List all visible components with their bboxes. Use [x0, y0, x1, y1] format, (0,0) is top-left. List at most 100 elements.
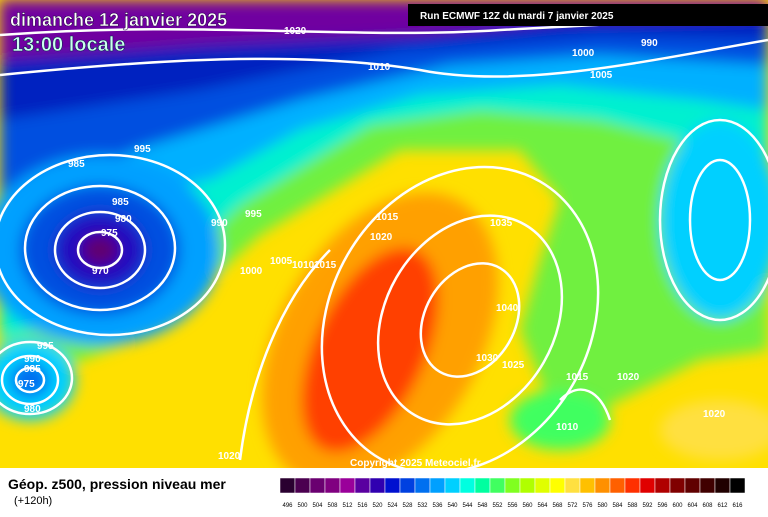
isobar-label: 1020: [218, 451, 241, 462]
isobar-label: 1025: [502, 360, 525, 371]
scale-swatch: [444, 477, 461, 494]
scale-swatch: [519, 477, 536, 494]
isobar-label: 1015: [566, 372, 589, 383]
isobar-label: 1000: [572, 48, 595, 59]
scale-label: 532: [417, 503, 428, 509]
isobar-label: 985: [68, 159, 85, 170]
isobar-label: 980: [115, 214, 132, 225]
scale-label: 592: [642, 503, 653, 509]
isobar-label: 1010: [368, 62, 391, 73]
scale-swatch: [384, 477, 401, 494]
isobar-label: 995: [37, 341, 54, 352]
copyright: Copyright 2025 Meteociel.fr: [350, 458, 481, 469]
scale-label: 552: [492, 503, 503, 509]
isobar-label: 975: [101, 228, 118, 239]
scale-label: 600: [672, 503, 683, 509]
isobar-label: 995: [134, 144, 151, 155]
isobar-label: 1010: [292, 260, 315, 271]
isobar-label: 985: [112, 197, 129, 208]
scale-label: 564: [537, 503, 548, 509]
scale-label: 572: [567, 503, 578, 509]
scale-swatch: [324, 477, 341, 494]
scale-label: 520: [372, 503, 383, 509]
run-box: [408, 4, 768, 26]
scale-label: 584: [612, 503, 623, 509]
scale-swatch: [714, 477, 731, 494]
scale-label: 588: [627, 503, 638, 509]
scale-label: 548: [477, 503, 488, 509]
scale-label: 540: [447, 503, 458, 509]
scale-swatch: [639, 477, 656, 494]
scale-label: 536: [432, 503, 443, 509]
scale-label: 560: [522, 503, 533, 509]
scale-swatch: [534, 477, 551, 494]
scale-label: 580: [597, 503, 608, 509]
isobar-label: 990: [24, 354, 41, 365]
scale-swatch: [594, 477, 611, 494]
scale-swatch: [684, 477, 701, 494]
scale-label: 612: [717, 503, 728, 509]
scale-label: 576: [582, 503, 593, 509]
isobar-label: 1020: [617, 372, 640, 383]
scale-label: 496: [282, 503, 293, 509]
scale-swatch: [429, 477, 446, 494]
isobar-label: 995: [245, 209, 262, 220]
local-time: 13:00 locale: [12, 34, 125, 56]
scale-swatch: [474, 477, 491, 494]
scale-label: 516: [357, 503, 368, 509]
scale-swatch: [489, 477, 506, 494]
isobar-label: 970: [92, 266, 109, 277]
scale-swatch: [294, 477, 311, 494]
scale-swatch: [504, 477, 521, 494]
isobar-label: 1005: [590, 70, 613, 81]
scale-label: 544: [462, 503, 473, 509]
isobar-label: 1015: [376, 212, 399, 223]
scale-label: 504: [312, 503, 323, 509]
scale-swatch: [279, 477, 296, 494]
scale-swatch: [579, 477, 596, 494]
scale-label: 512: [342, 503, 353, 509]
isobar-label: 985: [24, 364, 41, 375]
date: dimanche 12 janvier 2025: [10, 10, 227, 30]
isobar-label: 990: [641, 38, 658, 49]
lead-time: (+120h): [14, 495, 52, 507]
isobar-label: 1030: [476, 353, 499, 364]
scale-label: 524: [387, 503, 398, 509]
scale-swatch: [699, 477, 716, 494]
scale-swatch: [399, 477, 416, 494]
scale-swatch: [414, 477, 431, 494]
scale-label: 528: [402, 503, 413, 509]
scale-swatch: [549, 477, 566, 494]
scale-label: 596: [657, 503, 668, 509]
scale-swatch: [609, 477, 626, 494]
isobar-label: 1010: [556, 422, 579, 433]
scale-swatch: [459, 477, 476, 494]
scale-label: 508: [327, 503, 338, 509]
isobar-label: 1020: [703, 409, 726, 420]
scale-label: 556: [507, 503, 518, 509]
scale-swatch: [729, 477, 746, 494]
isobar-label: 1040: [496, 303, 519, 314]
isobar-label: 980: [24, 404, 41, 415]
isobar-label: 975: [18, 379, 35, 390]
scale-swatch: [564, 477, 581, 494]
scale-swatch: [309, 477, 326, 494]
isobar-label: 990: [211, 218, 228, 229]
isobar-label: 1005: [270, 256, 293, 267]
isobar-label: 1020: [284, 26, 307, 37]
isobar-label: 1035: [490, 218, 513, 229]
scale-label: 500: [297, 503, 308, 509]
legend-title: Géop. z500, pression niveau mer: [8, 476, 226, 492]
scale-swatch: [369, 477, 386, 494]
scale-swatch: [654, 477, 671, 494]
scale-label: 608: [702, 503, 713, 509]
scale-swatch: [354, 477, 371, 494]
isobar-label: 1000: [240, 266, 263, 277]
scale-label: 568: [552, 503, 563, 509]
scale-swatch: [339, 477, 356, 494]
isobar-label: 1020: [370, 232, 393, 243]
scale-label: 616: [732, 503, 743, 509]
scale-swatch: [624, 477, 641, 494]
scale-label: 604: [687, 503, 698, 509]
